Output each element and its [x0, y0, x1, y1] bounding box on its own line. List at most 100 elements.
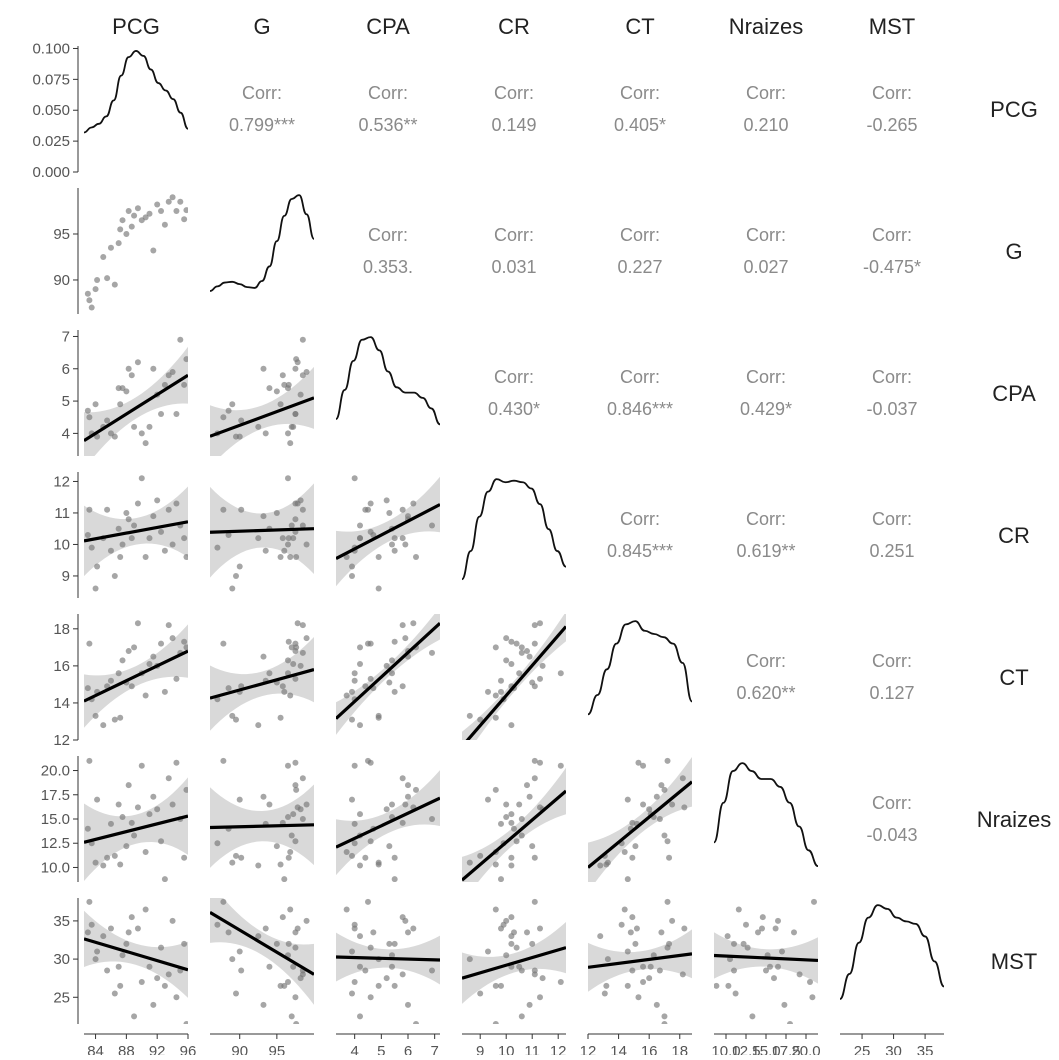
scatter-point — [744, 944, 751, 951]
corr-label: Corr: — [746, 225, 786, 245]
scatter-point — [386, 843, 393, 850]
y-tick-label-nraizes: 15.0 — [41, 811, 70, 828]
scatter-point — [653, 1001, 660, 1008]
density-curve-g — [209, 194, 315, 292]
scatter-point — [508, 661, 515, 668]
scatter-point — [391, 982, 398, 989]
scatter-point — [537, 925, 543, 932]
scatter-point — [402, 635, 409, 642]
row-label-pcg: PCG — [990, 97, 1038, 122]
x-tick-label-nraizes: 20.0 — [791, 1043, 820, 1055]
scatter-point — [111, 852, 118, 859]
scatter-point — [225, 532, 232, 538]
scatter-point — [349, 563, 355, 570]
scatter-point — [125, 207, 132, 214]
scatter-point — [107, 244, 114, 251]
scatter-point — [362, 967, 369, 974]
scatter-point — [349, 716, 355, 723]
scatter-point — [260, 653, 267, 660]
scatter-point — [466, 859, 473, 866]
scatter-point — [285, 430, 291, 437]
scatter-point — [743, 921, 749, 928]
corr-label: Corr: — [746, 367, 786, 387]
scatter-point — [146, 423, 153, 430]
scatter-point — [119, 952, 126, 959]
regression-line — [336, 796, 440, 849]
scatter-point — [508, 722, 515, 729]
scatter-point — [635, 994, 642, 1001]
scatter-point — [177, 336, 184, 343]
x-tick-label-mst: 35 — [917, 1043, 934, 1055]
scatter-point — [233, 716, 239, 723]
scatter-point — [169, 917, 176, 924]
scatter-point — [88, 304, 95, 311]
scatter-point — [131, 423, 138, 430]
scatter-point — [84, 290, 91, 297]
scatter-point — [365, 898, 371, 905]
scatter-point — [292, 994, 299, 1001]
scatter-point — [351, 677, 358, 684]
scatter-point — [161, 381, 168, 388]
scatter-point — [621, 906, 628, 913]
scatter-point — [236, 948, 243, 955]
scatter-point — [285, 854, 292, 861]
scatter-point — [303, 369, 310, 375]
scatter-point — [173, 207, 180, 214]
scatter-point — [104, 506, 111, 513]
scatter-point — [279, 683, 286, 690]
column-header-cr: CR — [498, 14, 530, 39]
column-header-mst: MST — [869, 14, 915, 39]
scatter-point — [492, 906, 499, 913]
scatter-point — [518, 816, 525, 822]
scatter-point — [399, 971, 406, 978]
x-tick-label-cr: 11 — [524, 1043, 540, 1055]
scatter-point — [238, 417, 245, 424]
scatter-point — [740, 940, 747, 947]
x-tick-label-cpa: 4 — [350, 1043, 358, 1055]
y-tick-label-cpa: 7 — [62, 328, 70, 345]
scatter-point — [367, 838, 374, 845]
scatter-point — [518, 1013, 525, 1020]
scatter-point — [181, 940, 188, 947]
scatter-point — [466, 712, 473, 719]
scatter-point — [294, 620, 301, 627]
scatter-point — [173, 994, 180, 1001]
scatter-point — [297, 806, 304, 813]
scatter-point — [161, 221, 168, 228]
scatter-point — [679, 775, 686, 782]
scatter-point — [225, 407, 232, 414]
row-label-cr: CR — [998, 523, 1030, 548]
scatter-point — [165, 971, 172, 978]
scatter-point — [357, 522, 363, 529]
scatter-point — [405, 793, 411, 800]
scatter-point — [111, 716, 118, 723]
scatter-point — [518, 832, 525, 839]
scatter-point — [664, 898, 671, 905]
corr-value: 0.536** — [358, 115, 417, 135]
scatter-point — [229, 859, 236, 866]
corr-label: Corr: — [872, 651, 912, 671]
scatter-point — [281, 381, 288, 388]
scatter-point — [86, 297, 93, 304]
scatter-point — [92, 712, 99, 719]
scatter-point — [669, 917, 676, 924]
scatter-point — [362, 506, 369, 513]
scatter-point — [557, 979, 564, 985]
scatter-point — [84, 532, 91, 538]
scatter-point — [767, 963, 773, 970]
corr-label: Corr: — [872, 83, 912, 103]
scatter-point — [154, 201, 161, 208]
scatter-point — [349, 688, 355, 695]
scatter-point — [88, 921, 95, 928]
corr-label: Corr: — [242, 83, 282, 103]
scatter-point — [169, 369, 176, 375]
scatter-point — [154, 975, 161, 982]
regression-line — [462, 946, 566, 980]
scatter-point — [529, 940, 536, 947]
x-tick-label-ct: 14 — [610, 1043, 627, 1055]
x-tick-label-cr: 10 — [498, 1043, 515, 1055]
scatter-point — [503, 814, 510, 821]
scatter-point — [293, 554, 300, 561]
scatter-point — [405, 513, 411, 520]
scatter-point — [357, 811, 363, 818]
